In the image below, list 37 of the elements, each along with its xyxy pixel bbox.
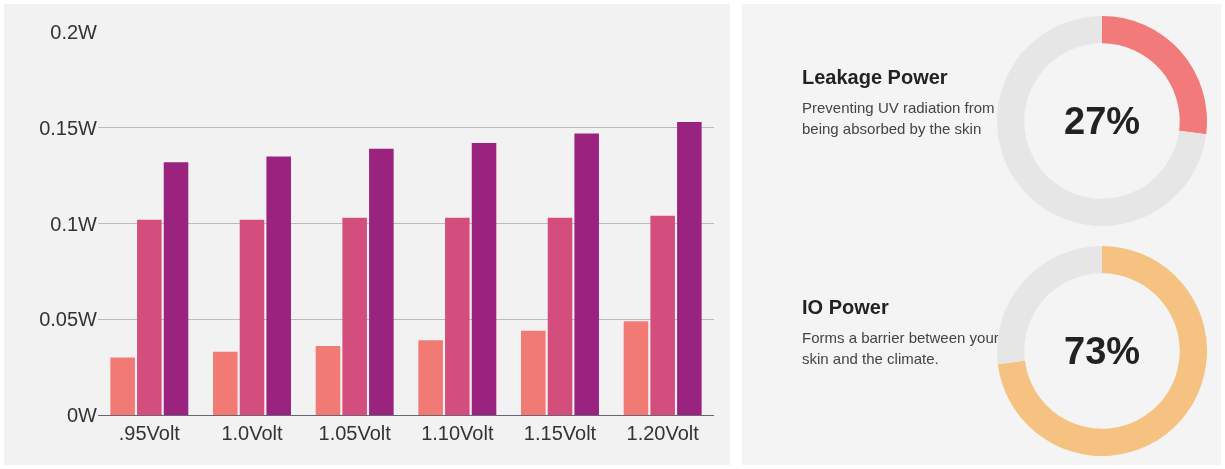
bar	[239, 219, 265, 415]
bar	[623, 321, 649, 415]
text: IO Power	[802, 295, 890, 320]
y-tick-label: 0.15W	[39, 116, 98, 139]
y-tick-label: 0.05W	[39, 308, 98, 331]
bar	[471, 143, 497, 415]
bar	[342, 217, 367, 415]
bar	[369, 148, 394, 415]
x-tick-label: 1.15Volt	[523, 422, 597, 444]
y-tick-label: 0.1W	[50, 212, 98, 235]
bar	[163, 162, 189, 415]
bar	[266, 156, 291, 415]
x-tick-label: 1.0Volt	[221, 422, 284, 444]
bar	[547, 217, 573, 415]
bar	[521, 330, 546, 415]
x-tick-label: .95Volt	[118, 422, 181, 444]
text: 27%	[1064, 100, 1141, 142]
bar	[677, 122, 702, 415]
text: 73%	[1064, 330, 1141, 372]
y-tick-label: 0.2W	[50, 21, 98, 43]
text: Forms a barrier between your skin and the climate.	[802, 328, 1000, 369]
y-tick-label: 0W	[67, 404, 98, 426]
x-tick-label: 1.05Volt	[318, 422, 392, 444]
bar	[315, 346, 341, 415]
x-tick-label: 1.10Volt	[421, 422, 494, 444]
bar	[418, 340, 443, 415]
bar	[445, 217, 470, 415]
text: Leakage Power	[802, 65, 949, 90]
text: Preventing UV radiation from being absorbed by the skin	[802, 98, 996, 139]
bar	[650, 215, 675, 415]
donut-slice	[997, 246, 1207, 456]
bar	[574, 133, 599, 415]
donut-slice	[997, 16, 1207, 226]
bar	[110, 357, 135, 415]
bar	[213, 351, 238, 415]
bar	[137, 219, 162, 415]
x-tick-label: 1.20Volt	[626, 422, 700, 444]
